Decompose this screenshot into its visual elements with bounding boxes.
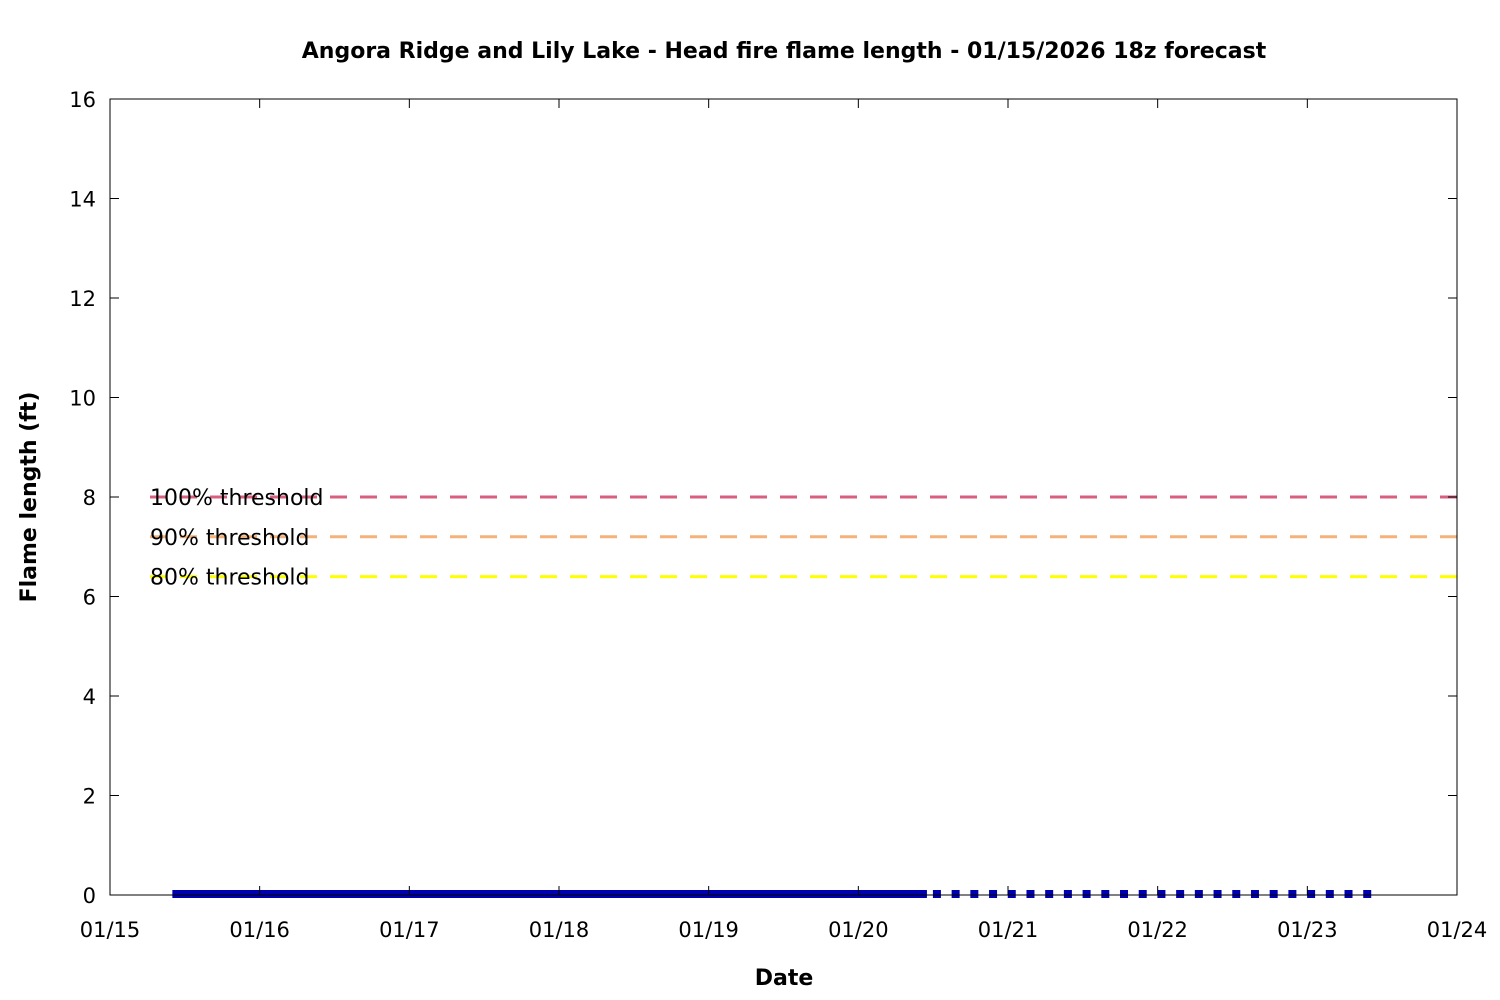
series-point-forecast — [1363, 890, 1372, 898]
series-point-forecast — [1194, 890, 1203, 898]
y-axis: 0 2 4 6 8 10 12 14 16 — [69, 88, 1457, 908]
x-tick-label: 01/23 — [1277, 918, 1338, 942]
series-point-forecast — [1101, 890, 1110, 898]
series-point-forecast — [1082, 890, 1091, 898]
y-tick-label: 8 — [83, 486, 96, 510]
x-tick-label: 01/21 — [978, 918, 1039, 942]
x-tick-label: 01/22 — [1127, 918, 1188, 942]
series-point-forecast — [1250, 890, 1259, 898]
threshold-label: 80% threshold — [150, 566, 310, 591]
threshold-label: 100% threshold — [150, 486, 324, 511]
series-point-forecast — [1120, 890, 1129, 898]
series-point-forecast — [1063, 890, 1072, 898]
x-axis-label: Date — [755, 966, 814, 991]
series-point-forecast — [1007, 890, 1016, 898]
y-tick-label: 4 — [83, 685, 96, 709]
series-point-forecast — [1325, 890, 1334, 898]
x-tick-label: 01/15 — [80, 918, 141, 942]
threshold-lines: 100% threshold 90% threshold 80% threshold — [150, 486, 1457, 591]
y-tick-label: 10 — [69, 387, 96, 411]
series-point-forecast — [1232, 890, 1241, 898]
series-point-forecast — [1344, 890, 1353, 898]
series-point-forecast — [989, 890, 998, 898]
series-point-forecast — [1045, 890, 1054, 898]
y-tick-label: 12 — [69, 287, 96, 311]
series-point-forecast — [1307, 890, 1316, 898]
series-point-forecast — [1288, 890, 1297, 898]
x-tick-label: 01/17 — [379, 918, 440, 942]
chart-title: Angora Ridge and Lily Lake - Head fire f… — [302, 39, 1267, 64]
y-axis-label: Flame length (ft) — [17, 392, 42, 603]
series-point-forecast — [1269, 890, 1278, 898]
series-point-forecast — [951, 890, 960, 898]
threshold-label: 90% threshold — [150, 526, 310, 551]
x-tick-label: 01/20 — [828, 918, 889, 942]
y-tick-label: 6 — [83, 586, 96, 610]
y-tick-label: 14 — [69, 188, 96, 212]
series-point-forecast — [970, 890, 979, 898]
series-group — [172, 890, 1372, 898]
y-tick-label: 0 — [83, 884, 96, 908]
x-tick-label: 01/16 — [229, 918, 290, 942]
x-tick-label: 01/19 — [678, 918, 739, 942]
series-point-forecast — [1176, 890, 1185, 898]
series-point-forecast — [1213, 890, 1222, 898]
series-point-forecast — [1157, 890, 1166, 898]
series-point-forecast — [932, 890, 941, 898]
series-point-forecast — [1138, 890, 1147, 898]
x-tick-label: 01/24 — [1427, 918, 1488, 942]
x-tick-label: 01/18 — [529, 918, 590, 942]
y-tick-label: 2 — [83, 785, 96, 809]
x-axis: 01/15 01/16 01/17 01/18 01/19 01/20 01/21 01/22… — [80, 99, 1488, 942]
y-tick-label: 16 — [69, 88, 96, 112]
series-point-forecast — [1026, 890, 1035, 898]
